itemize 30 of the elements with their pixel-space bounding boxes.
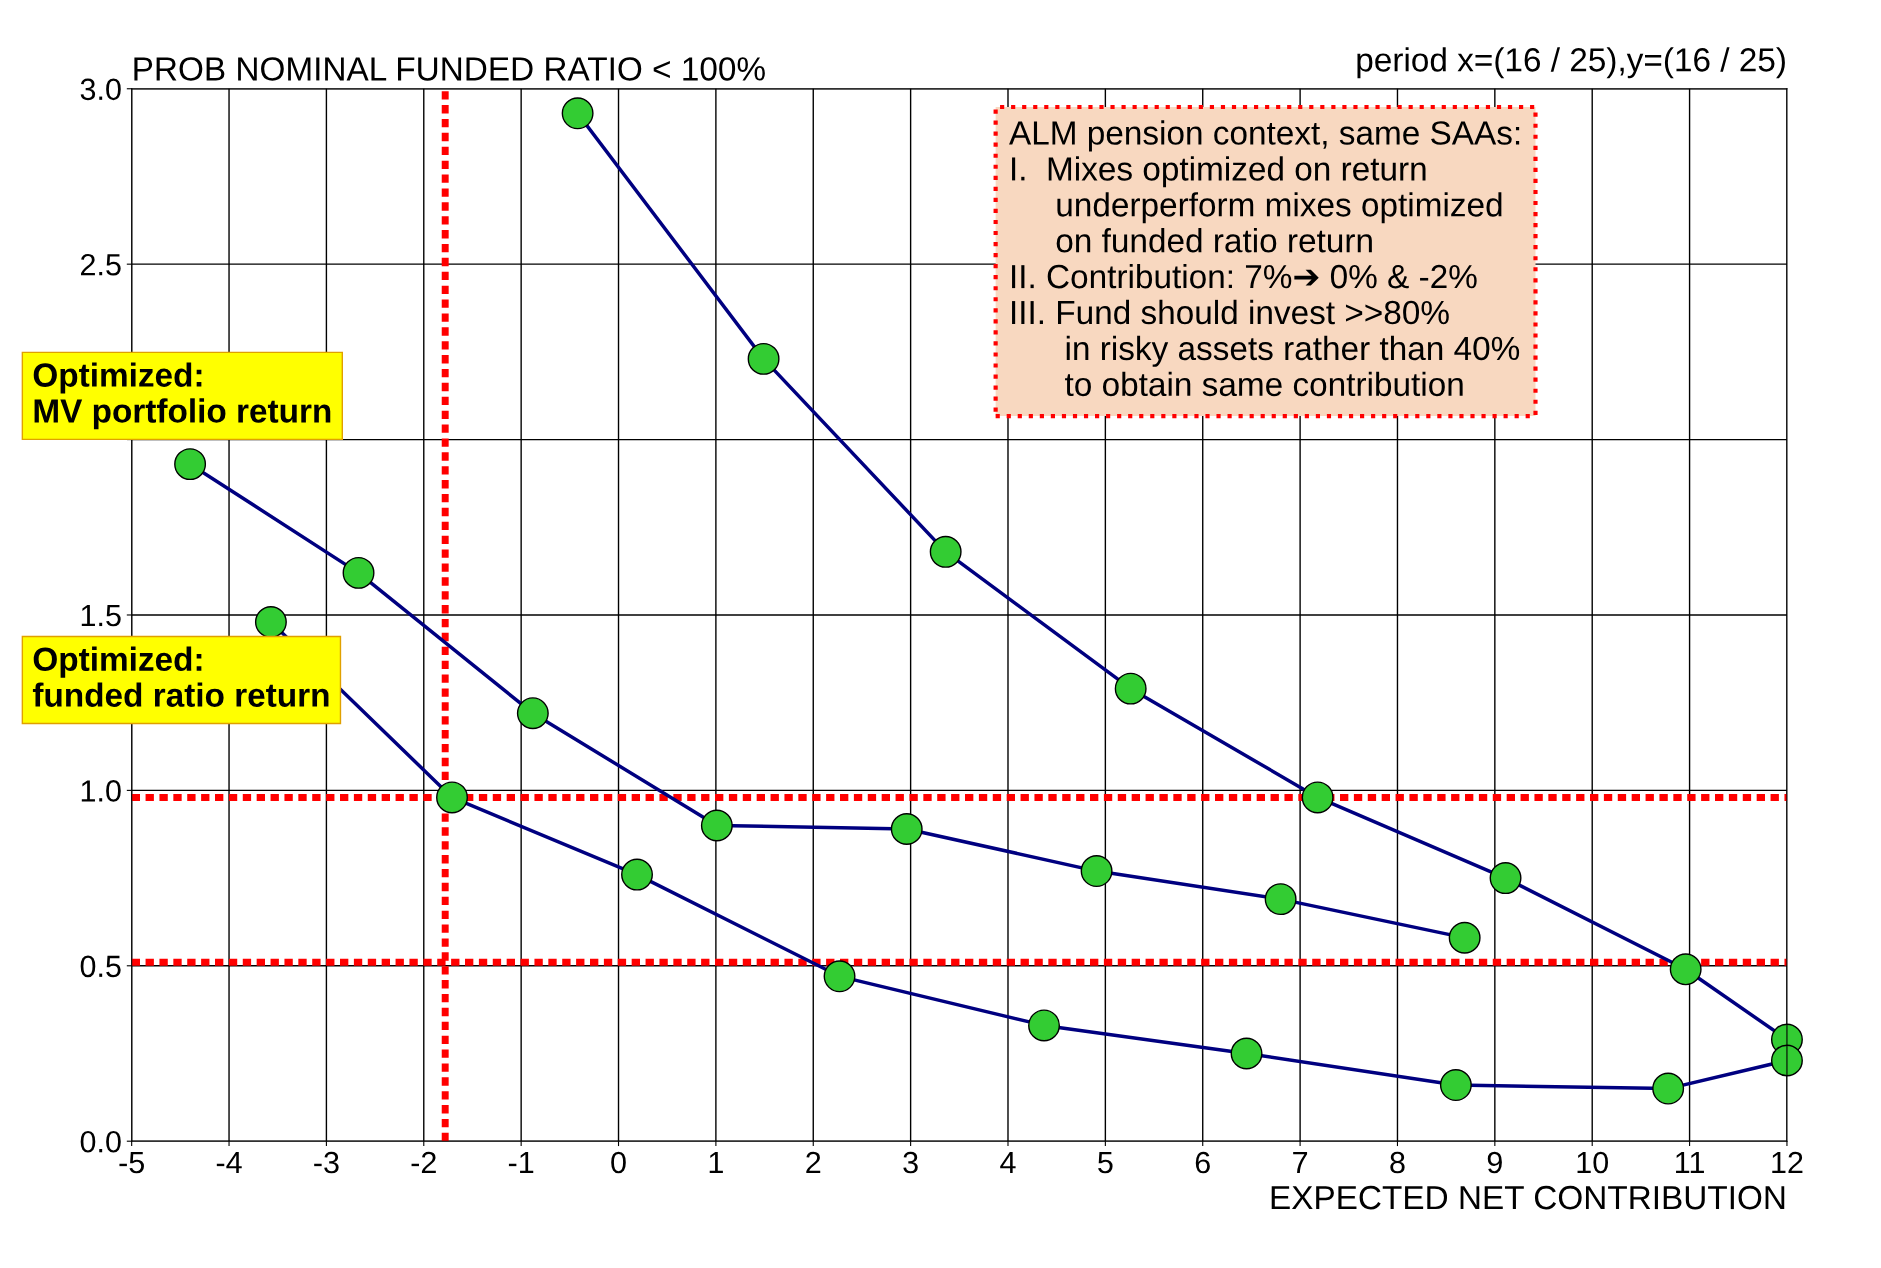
x-tick-label: 8: [1390, 1151, 1405, 1174]
x-tick-label: 7: [1293, 1152, 1308, 1174]
x-axis-title: EXPECTED NET CONTRIBUTION: [1271, 1185, 1785, 1210]
chart-title: PROB NOMINAL FUNDED RATIO < 100%: [134, 57, 765, 81]
y-tick-label: 3.0: [80, 78, 121, 101]
y-tick-label: 1.5: [81, 605, 121, 627]
x-tick-label: 2: [806, 1151, 821, 1174]
x-tick-label: 6: [1195, 1151, 1210, 1174]
annotation: ALM pension context, same SAAs: I. Mixes optimized on return underperform mixes optimized on funded ratio return II. Contribution: 7%➔ 0% & -2% III. Fund should invest >>80% in risky assets rather than 40% to obtain same contribution: [1009, 120, 1520, 397]
x-tick-label: 10: [1577, 1151, 1609, 1174]
annotation: Optimized: MV portfolio return: [33, 362, 331, 430]
chart-subtitle: period x=(16 / 25),y=(16 / 25): [1357, 47, 1785, 79]
x-tick-label: 3: [903, 1151, 918, 1174]
y-tick-label: 0.0: [80, 1130, 121, 1153]
y-tick-label: 0.5: [80, 955, 121, 978]
x-tick-label: 4: [1000, 1152, 1016, 1174]
x-tick-label: 12: [1772, 1151, 1803, 1174]
annotation: Optimized: funded ratio return: [32, 646, 329, 707]
x-tick-label: 5: [1098, 1152, 1113, 1174]
x-tick-label: -4: [216, 1152, 242, 1174]
x-tick-label: 11: [1676, 1152, 1704, 1174]
y-tick-label: 1.0: [81, 780, 121, 802]
x-tick-label: -3: [314, 1151, 339, 1174]
x-tick-label: 1: [709, 1152, 723, 1174]
x-tick-label: 0: [611, 1151, 626, 1174]
x-tick-label: -5: [119, 1152, 144, 1174]
y-tick-label: 2.5: [81, 253, 121, 276]
x-tick-label: -1: [508, 1152, 534, 1174]
x-tick-label: 9: [1487, 1151, 1502, 1174]
x-tick-label: -2: [411, 1151, 436, 1174]
